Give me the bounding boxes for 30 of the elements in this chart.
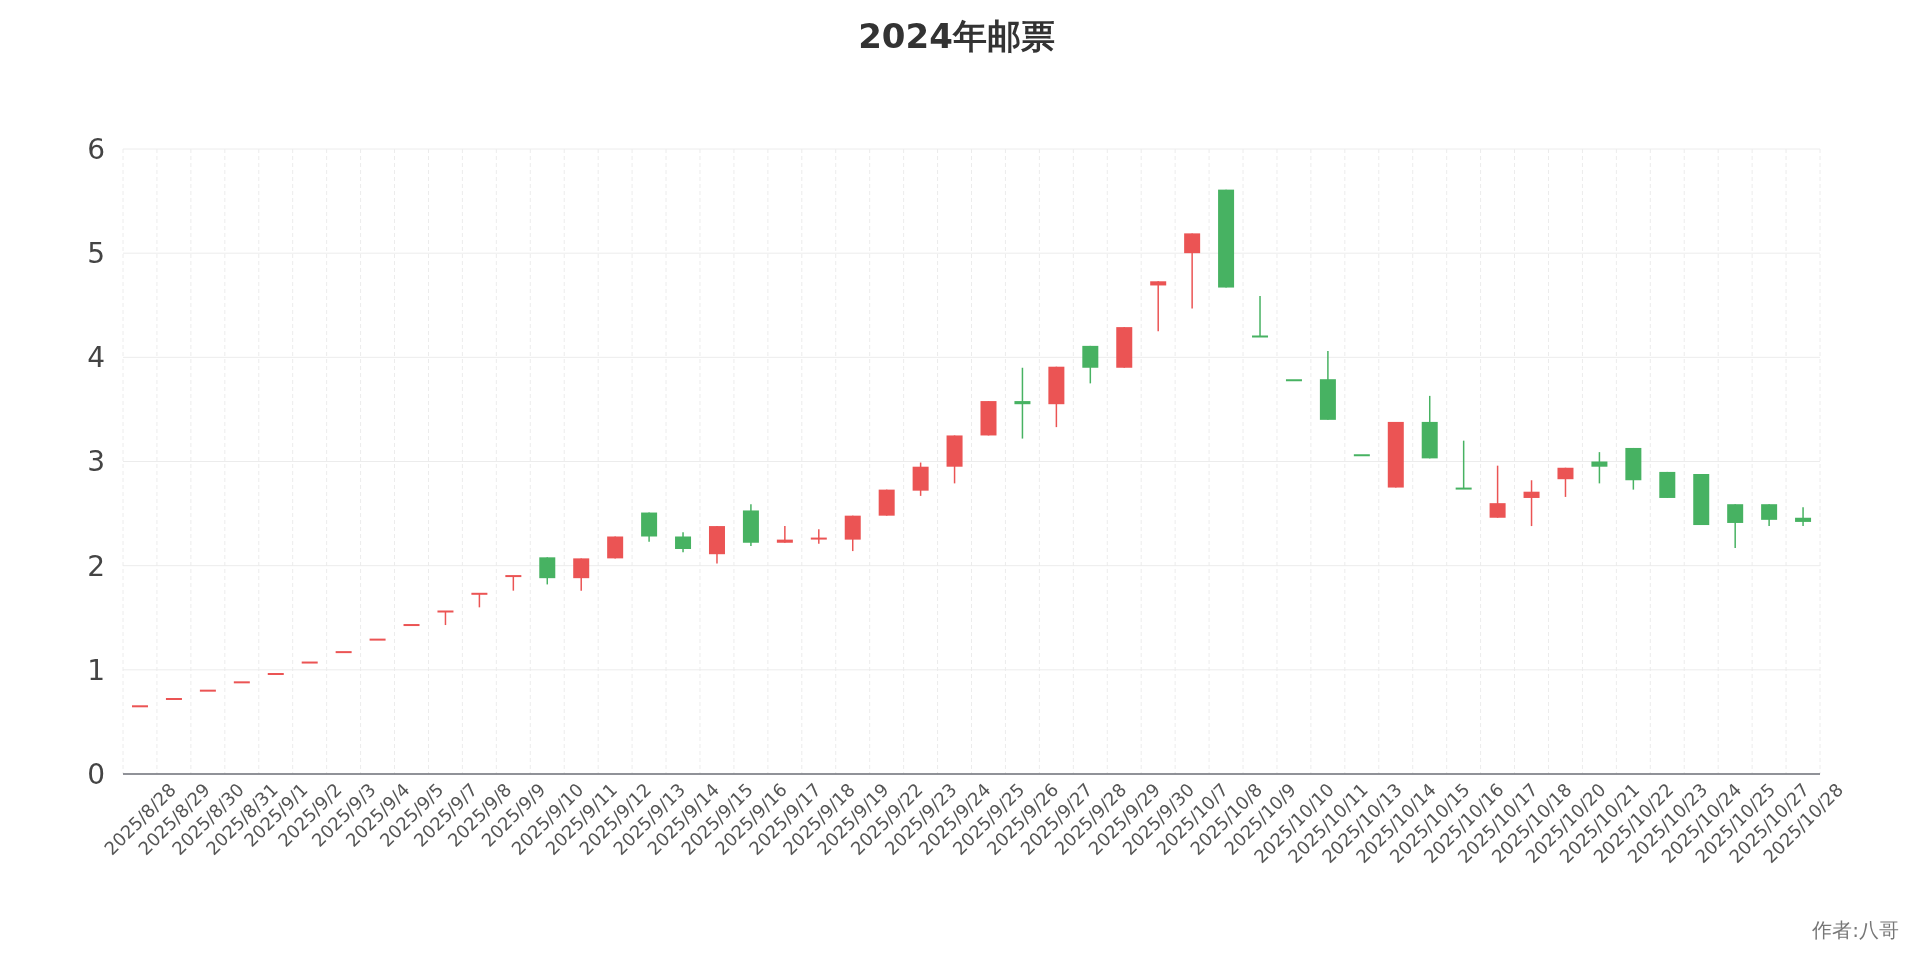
text: 作者:八哥 xyxy=(1812,917,1899,944)
candlestick xyxy=(1523,479,1540,527)
y-tick-label: 3 xyxy=(87,445,105,479)
candlestick xyxy=(1591,451,1608,485)
candlestick xyxy=(1150,280,1167,333)
candlestick xyxy=(1727,503,1744,549)
candlestick xyxy=(1761,503,1778,527)
candlestick xyxy=(641,511,658,543)
candlestick xyxy=(1014,367,1031,440)
candlestick xyxy=(776,525,793,544)
candlestick xyxy=(675,531,692,553)
y-tick-label: 5 xyxy=(87,237,105,271)
y-tick-label: 0 xyxy=(87,757,105,791)
candlestick xyxy=(1489,464,1506,519)
y-tick-label: 1 xyxy=(87,653,105,687)
candlestick xyxy=(844,514,861,552)
y-tick-label: 4 xyxy=(87,341,105,375)
candlestick xyxy=(1082,345,1099,385)
candlestick xyxy=(912,461,929,497)
candlestick xyxy=(573,557,590,592)
candlestick xyxy=(1455,439,1472,490)
candlestick xyxy=(539,556,556,586)
candlestick xyxy=(810,528,827,545)
candlestick xyxy=(1252,295,1269,338)
y-tick-label: 2 xyxy=(87,549,105,583)
candlestick xyxy=(1795,506,1812,527)
y-tick-label: 6 xyxy=(87,132,105,166)
chart-title: 2024年邮票 xyxy=(857,15,1056,58)
candlestick xyxy=(1184,232,1201,310)
candlestick xyxy=(1557,467,1574,498)
